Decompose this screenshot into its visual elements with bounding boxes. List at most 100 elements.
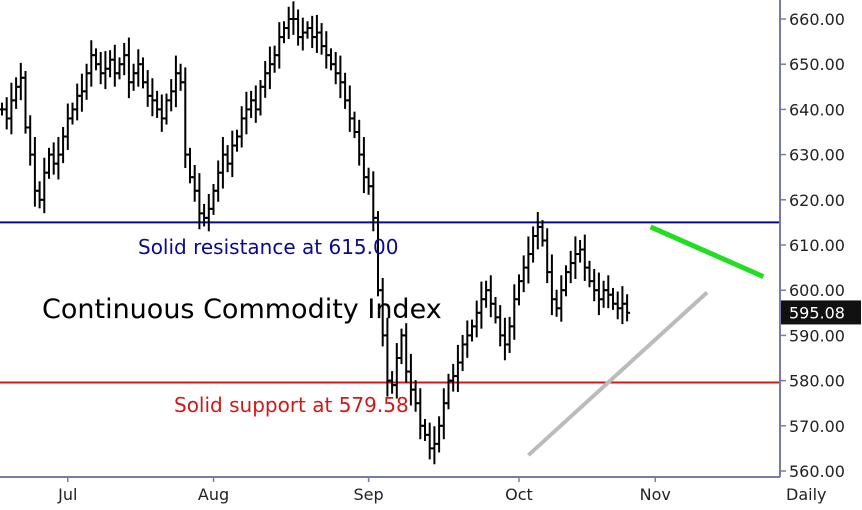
x-tick-label: Jul bbox=[57, 485, 77, 504]
ohlc-bar bbox=[149, 78, 156, 117]
ohlc-bar bbox=[600, 280, 607, 308]
y-tick-label: 600.00 bbox=[789, 281, 845, 300]
ohlc-bar bbox=[464, 320, 471, 358]
ohlc-bar bbox=[534, 212, 541, 250]
ohlc-bar bbox=[74, 83, 81, 121]
ohlc-bar bbox=[191, 164, 198, 202]
ohlc-bar bbox=[13, 77, 20, 109]
ohlc-bar bbox=[97, 51, 104, 85]
ohlc-bar bbox=[163, 93, 170, 125]
trendlines-group bbox=[527, 224, 765, 457]
ohlc-bar bbox=[182, 67, 189, 169]
x-tick-label: Oct bbox=[505, 485, 533, 504]
horizontal-lines-group bbox=[0, 221, 780, 384]
ohlc-bar bbox=[436, 416, 443, 453]
ohlc-bar bbox=[78, 73, 85, 112]
y-tick-label: 590.00 bbox=[789, 326, 845, 345]
ohlc-bar bbox=[332, 51, 339, 85]
ohlc-bar bbox=[469, 319, 475, 342]
y-tick-label: 630.00 bbox=[789, 146, 845, 165]
ohlc-bar bbox=[234, 129, 240, 152]
ohlc-bar bbox=[393, 343, 400, 399]
ohlc-bar bbox=[577, 240, 584, 263]
ohlc-bar bbox=[581, 234, 588, 282]
ohlc-bar bbox=[252, 85, 259, 123]
ohlc-bar bbox=[210, 183, 217, 215]
ohlc-bar bbox=[407, 353, 414, 406]
ohlc-bar bbox=[610, 287, 616, 310]
ohlc-bar bbox=[257, 80, 264, 116]
ohlc-bar bbox=[384, 317, 391, 397]
chart-title: Continuous Commodity Index bbox=[42, 294, 442, 325]
ohlc-bar bbox=[219, 136, 226, 189]
ohlc-bar bbox=[497, 305, 504, 347]
trendline-green bbox=[649, 224, 765, 279]
ohlc-bar bbox=[328, 48, 334, 71]
ohlc-bar bbox=[158, 94, 165, 132]
ohlc-bar bbox=[144, 70, 151, 107]
ohlc-bar bbox=[102, 51, 109, 90]
last-price-tag bbox=[781, 300, 861, 325]
ohlc-bar bbox=[553, 289, 560, 317]
ohlc-bar bbox=[360, 136, 367, 194]
ohlc-bar bbox=[111, 44, 118, 87]
ohlc-bar bbox=[224, 145, 231, 173]
ohlc-bar bbox=[591, 268, 598, 302]
y-tick-label: 580.00 bbox=[789, 372, 845, 391]
ohlc-bar bbox=[205, 193, 212, 232]
resistance-label: Solid resistance at 615.00 bbox=[138, 235, 399, 259]
ohlc-bars-group bbox=[0, 1, 631, 465]
ohlc-bar bbox=[285, 6, 292, 40]
ohlc-bar bbox=[440, 388, 447, 440]
ohlc-bar bbox=[88, 40, 95, 87]
ohlc-bar bbox=[36, 181, 43, 209]
ohlc-bar bbox=[69, 102, 76, 125]
ohlc-bar bbox=[121, 42, 128, 76]
ohlc-bar bbox=[483, 280, 490, 308]
ohlc-bar bbox=[544, 228, 551, 284]
ohlc-bar bbox=[276, 22, 283, 69]
support-label: Solid support at 579.58 bbox=[174, 393, 409, 417]
y-tick-label: 620.00 bbox=[789, 191, 845, 210]
ohlc-bar bbox=[262, 61, 269, 98]
ohlc-bar bbox=[403, 323, 410, 383]
ohlc-bar bbox=[487, 275, 494, 318]
ohlc-bar bbox=[31, 136, 38, 207]
ohlc-bar bbox=[398, 328, 405, 365]
last-price-label: 595.08 bbox=[789, 303, 845, 322]
ohlc-bar bbox=[154, 90, 161, 118]
ohlc-bar bbox=[558, 275, 565, 322]
x-tick-label: Aug bbox=[198, 485, 229, 504]
ohlc-bar bbox=[478, 281, 485, 329]
y-tick-label: 570.00 bbox=[789, 417, 845, 436]
ohlc-bar bbox=[281, 21, 287, 44]
ohlc-bar bbox=[595, 272, 602, 316]
ohlc-bar bbox=[342, 72, 349, 109]
ohlc-bar bbox=[422, 419, 428, 441]
ohlc-bar bbox=[271, 45, 278, 73]
ohlc-bar bbox=[539, 220, 546, 247]
ohlc-bar bbox=[295, 9, 302, 46]
ohlc-bar bbox=[614, 291, 621, 320]
ohlc-bar bbox=[196, 173, 203, 230]
ohlc-bar bbox=[516, 274, 522, 306]
ohlc-bar bbox=[572, 236, 579, 279]
ohlc-bar bbox=[530, 226, 537, 263]
y-tick-label: 660.00 bbox=[789, 10, 845, 29]
y-tick-label: 560.00 bbox=[789, 462, 845, 481]
ohlc-bar bbox=[492, 296, 499, 324]
ohlc-bar bbox=[299, 17, 306, 51]
ohlc-bar bbox=[450, 363, 457, 392]
ohlc-bar bbox=[520, 255, 527, 293]
ohlc-bar bbox=[624, 294, 631, 322]
y-tick-label: 650.00 bbox=[789, 55, 845, 74]
ohlc-bar bbox=[431, 426, 438, 465]
ohlc-bar bbox=[130, 63, 137, 91]
ohlc-bar bbox=[417, 388, 424, 440]
ohlc-bar bbox=[17, 62, 24, 101]
ohlc-bar bbox=[8, 82, 15, 135]
ohlc-bar bbox=[125, 37, 132, 99]
